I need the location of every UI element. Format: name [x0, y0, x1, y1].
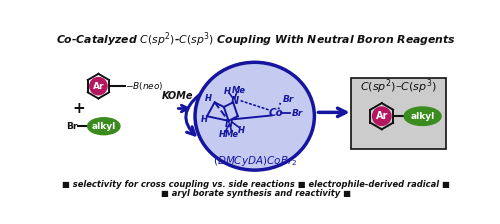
FancyArrowPatch shape	[186, 95, 200, 135]
Text: Co-Catalyzed $C(sp^2)$-$C(sp^3)$ Coupling With Neutral Boron Reagents: Co-Catalyzed $C(sp^2)$-$C(sp^3)$ Couplin…	[56, 30, 456, 49]
Text: Co: Co	[269, 108, 283, 118]
Text: Ar: Ar	[92, 82, 104, 91]
Text: Ar: Ar	[376, 111, 388, 121]
Text: $C(sp^2)$–$C(sp^3)$: $C(sp^2)$–$C(sp^3)$	[360, 78, 437, 96]
Text: H: H	[238, 126, 244, 135]
Text: ■ aryl borate synthesis and reactivity ■: ■ aryl borate synthesis and reactivity ■	[161, 189, 351, 198]
Text: H: H	[200, 115, 207, 124]
Text: $(DMCyDA)CoBr_2$: $(DMCyDA)CoBr_2$	[212, 154, 297, 168]
Text: +: +	[73, 101, 86, 116]
Text: Me: Me	[232, 86, 246, 95]
Circle shape	[90, 78, 107, 95]
Text: N: N	[230, 96, 239, 106]
Text: alkyl: alkyl	[92, 122, 116, 131]
Text: alkyl: alkyl	[410, 112, 434, 121]
Text: Br: Br	[66, 122, 78, 131]
Ellipse shape	[88, 118, 120, 135]
Text: H: H	[219, 130, 226, 139]
Ellipse shape	[404, 107, 441, 125]
Text: $-B(neo)$: $-B(neo)$	[126, 80, 164, 92]
Text: N: N	[225, 119, 234, 129]
Ellipse shape	[195, 62, 314, 170]
Text: ■ selectivity for cross coupling vs. side reactions ■ electrophile-derived radic: ■ selectivity for cross coupling vs. sid…	[62, 180, 450, 189]
Text: H: H	[224, 87, 230, 96]
Text: Me: Me	[224, 130, 238, 139]
FancyBboxPatch shape	[351, 78, 446, 149]
Text: H: H	[205, 94, 212, 103]
Text: KOMe: KOMe	[162, 91, 194, 101]
Circle shape	[372, 107, 391, 125]
Text: Br: Br	[282, 95, 294, 104]
Text: Br: Br	[292, 109, 303, 118]
